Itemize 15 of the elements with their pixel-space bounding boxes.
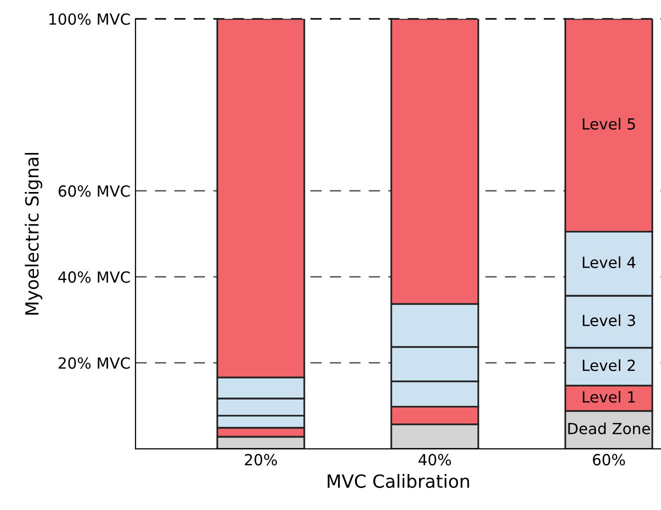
series-label: Level 5 bbox=[582, 118, 635, 130]
y-axis-title: Myoelectric Signal bbox=[24, 152, 42, 315]
series-label: Level 4 bbox=[582, 256, 636, 268]
x-tick-label: 60% bbox=[592, 454, 625, 466]
series-label: Level 3 bbox=[582, 314, 636, 326]
y-tick-label: 100% MVC bbox=[49, 13, 130, 25]
series-label: Level 1 bbox=[582, 390, 635, 403]
x-axis-title: MVC Calibration bbox=[328, 474, 469, 488]
y-tick-label: 60% MVC bbox=[58, 185, 130, 197]
y-tick-label: 20% MVC bbox=[58, 357, 130, 369]
series-label: Dead Zone bbox=[568, 422, 650, 434]
series-label: Level 2 bbox=[582, 359, 635, 372]
x-tick-label: 20% bbox=[244, 454, 277, 466]
y-tick-label: 40% MVC bbox=[58, 271, 130, 283]
x-tick-label: 40% bbox=[418, 454, 451, 466]
